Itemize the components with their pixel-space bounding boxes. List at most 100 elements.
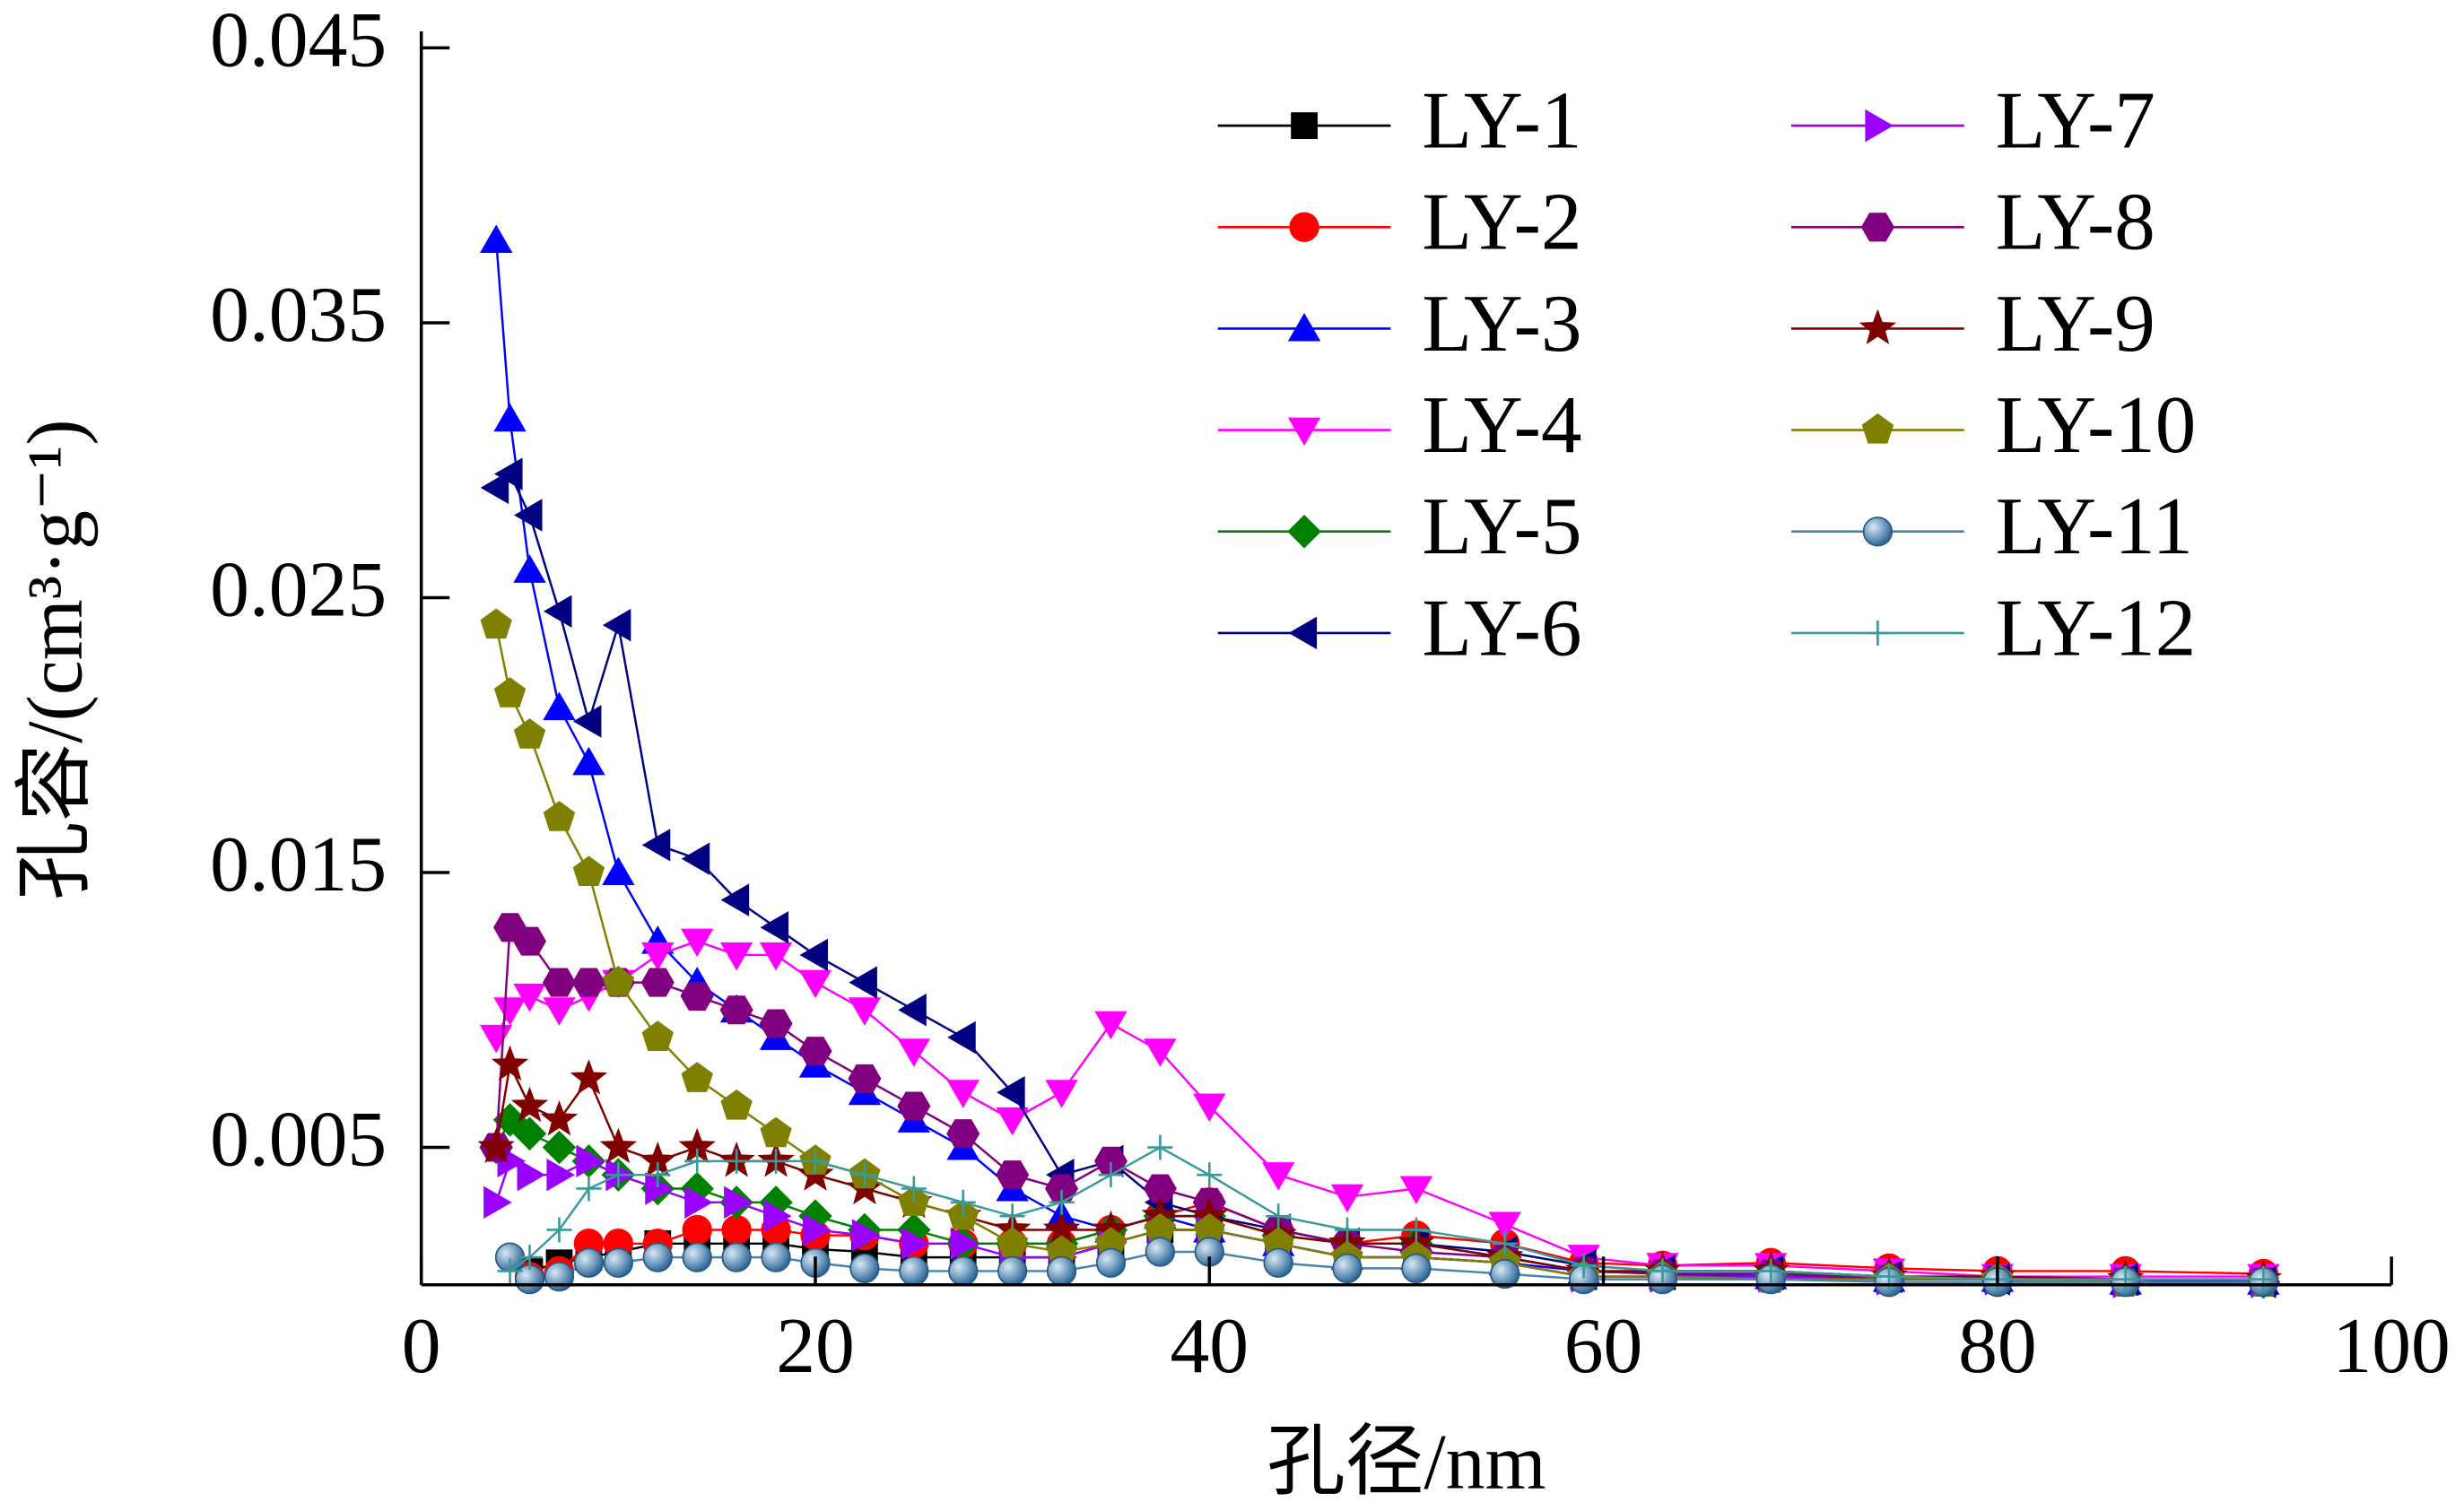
marker	[1197, 1162, 1223, 1188]
marker	[576, 1176, 602, 1202]
marker	[570, 1059, 608, 1095]
marker	[493, 677, 527, 708]
marker	[899, 1255, 929, 1287]
marker	[493, 403, 527, 432]
marker	[1859, 308, 1897, 345]
marker	[493, 997, 527, 1026]
marker	[571, 968, 605, 997]
marker	[1261, 1162, 1295, 1191]
marker	[759, 942, 793, 971]
marker	[491, 1045, 529, 1081]
marker	[512, 926, 547, 956]
legend-label: LY-3	[1422, 278, 1581, 369]
marker	[851, 1219, 881, 1252]
marker	[1332, 1253, 1363, 1284]
marker	[999, 1203, 1025, 1229]
marker	[759, 1009, 793, 1038]
marker	[897, 1091, 931, 1121]
marker	[517, 1245, 543, 1271]
marker	[572, 705, 602, 738]
marker	[761, 1242, 791, 1272]
marker	[684, 1148, 710, 1174]
marker	[1865, 620, 1891, 646]
marker	[1045, 1080, 1078, 1108]
marker	[602, 966, 635, 996]
marker	[760, 911, 789, 944]
marker	[1291, 112, 1318, 140]
marker	[642, 1242, 673, 1272]
marker	[1865, 109, 1894, 143]
marker	[1095, 1247, 1127, 1278]
marker	[543, 801, 576, 831]
marker	[2112, 1266, 2138, 1292]
marker	[645, 1162, 671, 1188]
marker	[1147, 1134, 1173, 1160]
marker	[1330, 1184, 1364, 1213]
legend-label: LY-4	[1422, 379, 1581, 470]
y-tick-label: 0.005	[210, 1096, 387, 1183]
marker	[997, 1075, 1025, 1109]
marker	[1144, 1038, 1177, 1067]
marker	[513, 718, 546, 749]
marker	[1862, 517, 1894, 547]
marker	[640, 968, 675, 997]
marker	[1488, 1211, 1521, 1240]
x-tick-label: 20	[776, 1302, 855, 1389]
marker	[1492, 1230, 1518, 1256]
marker	[1288, 616, 1318, 650]
marker	[512, 1116, 547, 1151]
marker	[680, 981, 714, 1011]
marker	[948, 1255, 979, 1287]
legend-label: LY-9	[1996, 278, 2155, 369]
marker	[724, 1185, 753, 1220]
marker	[480, 608, 512, 639]
legend-label: LY-6	[1422, 582, 1581, 673]
marker	[682, 1242, 712, 1272]
x-tick-label: 80	[1958, 1302, 2037, 1389]
marker	[543, 595, 572, 629]
legend-label: LY-12	[1996, 582, 2197, 673]
marker	[950, 1227, 980, 1261]
marker	[901, 1227, 930, 1261]
marker	[1401, 1253, 1432, 1284]
marker	[799, 938, 828, 972]
legend-label: LY-5	[1422, 481, 1581, 571]
marker	[996, 1107, 1029, 1136]
marker	[1860, 213, 1894, 242]
marker	[513, 554, 546, 583]
legend-label: LY-1	[1422, 75, 1581, 166]
marker	[1049, 1189, 1075, 1215]
marker	[760, 1116, 792, 1148]
marker	[996, 1227, 1029, 1257]
marker	[602, 856, 635, 886]
marker	[849, 966, 877, 999]
legend-label: LY-10	[1996, 379, 2197, 470]
x-tick-label: 60	[1564, 1302, 1643, 1389]
marker	[1861, 412, 1894, 444]
y-tick-label: 0.015	[210, 821, 387, 907]
series-line	[494, 624, 2264, 1283]
marker	[546, 1217, 572, 1243]
marker	[477, 1127, 515, 1164]
marker	[510, 1086, 549, 1123]
marker	[480, 471, 509, 505]
marker	[684, 1185, 713, 1220]
marker	[546, 1158, 575, 1192]
marker	[542, 968, 576, 997]
marker	[543, 691, 576, 721]
marker	[497, 1258, 523, 1284]
x-tick-label: 100	[2332, 1302, 2450, 1389]
marker	[573, 1247, 605, 1278]
marker	[720, 1089, 753, 1120]
x-axis-label: 孔径/nm	[1267, 1419, 1545, 1506]
legend-label: LY-2	[1422, 177, 1581, 267]
marker	[763, 1199, 792, 1233]
marker	[1758, 1258, 1784, 1284]
marker	[1145, 1237, 1176, 1267]
marker	[851, 1162, 877, 1188]
marker	[599, 1127, 638, 1164]
marker	[721, 1214, 752, 1246]
marker	[680, 928, 714, 958]
marker	[848, 1064, 882, 1093]
